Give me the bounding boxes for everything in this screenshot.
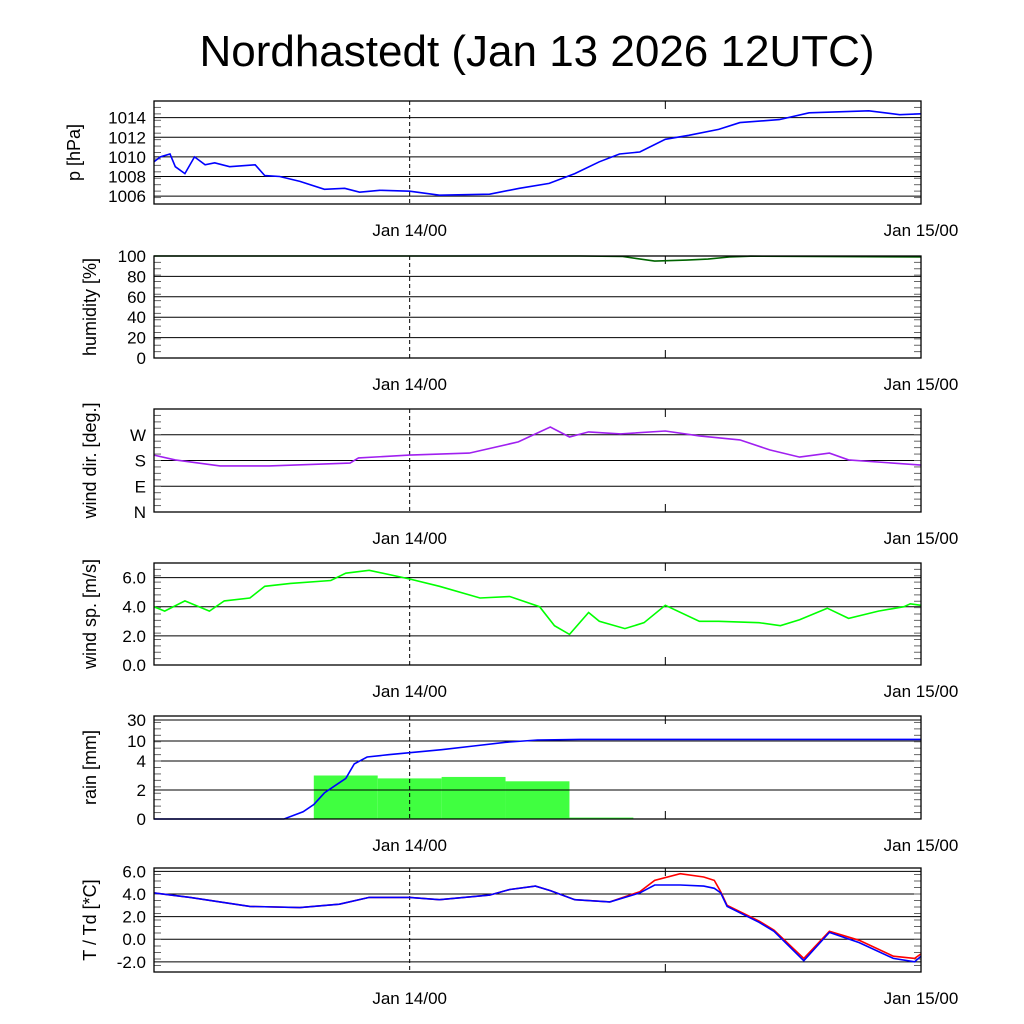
x-tick-label: Jan 15/00 xyxy=(884,682,959,701)
x-tick-label: Jan 14/00 xyxy=(372,989,447,1008)
y-axis-label: T / Td [*C] xyxy=(80,879,100,960)
y-tick-label: 1010 xyxy=(108,148,146,167)
x-tick-label: Jan 15/00 xyxy=(884,221,959,240)
series-accumulated-rain xyxy=(154,738,921,820)
y-tick-label: 80 xyxy=(127,267,146,286)
y-tick-label: 4.0 xyxy=(122,598,146,617)
y-tick-label: S xyxy=(135,452,146,471)
y-axis-label: rain [mm] xyxy=(80,730,100,805)
y-tick-label: 1006 xyxy=(108,187,146,206)
x-tick-label: Jan 14/00 xyxy=(372,836,447,855)
x-tick-label: Jan 15/00 xyxy=(884,529,959,548)
x-tick-label: Jan 15/00 xyxy=(884,989,959,1008)
plot-frame xyxy=(153,408,922,513)
y-tick-label: 1012 xyxy=(108,128,146,147)
panel-wind_speed: 0.0 2.0 4.0 6.0 Jan 14/00 Jan 15/00 wind sp. [… xyxy=(80,559,958,701)
y-tick-label: -2.0 xyxy=(117,953,146,972)
x-tick-label: Jan 14/00 xyxy=(372,682,447,701)
y-tick-label: 40 xyxy=(127,308,146,327)
y-tick-label: 60 xyxy=(127,288,146,307)
y-tick-label: 6.0 xyxy=(122,569,146,588)
series-p xyxy=(153,109,922,197)
rain-bar xyxy=(505,781,570,819)
series-td xyxy=(153,884,922,963)
y-tick-label: 6.0 xyxy=(122,862,146,881)
rain-bar xyxy=(569,817,634,819)
y-tick-label: 0 xyxy=(137,810,146,829)
y-tick-label: 0.0 xyxy=(122,656,146,675)
y-tick-label: 4.0 xyxy=(122,885,146,904)
panel-rain: 0 2 410 30 Jan 14/00 Jan 15/00 rain [mm] xyxy=(80,711,958,855)
y-tick-label: 2.0 xyxy=(122,908,146,927)
y-tick-label: N xyxy=(134,503,146,522)
y-axis-label: p [hPa] xyxy=(64,124,84,181)
x-tick-label: Jan 14/00 xyxy=(372,375,447,394)
x-tick-label: Jan 14/00 xyxy=(372,221,447,240)
y-tick-label: 20 xyxy=(127,329,146,348)
rain-bar xyxy=(377,778,442,819)
y-tick-label: 0.0 xyxy=(122,930,146,949)
y-tick-label: 1014 xyxy=(108,109,146,128)
chart-title: Nordhastedt (Jan 13 2026 12UTC) xyxy=(199,27,874,76)
series-wind-speed xyxy=(153,569,922,636)
x-tick-label: Jan 15/00 xyxy=(884,836,959,855)
panel-temperature: -2.0 0.0 2.0 4.0 6.0 Jan 14/00 Jan 15/00 T / Td… xyxy=(80,862,958,1008)
series-wind-direction xyxy=(153,426,922,467)
y-tick-label: W xyxy=(130,426,146,445)
y-tick-label: 4 xyxy=(137,752,146,771)
plot-frame xyxy=(153,562,922,666)
y-tick-label: 0 xyxy=(137,349,146,368)
rain-bar xyxy=(313,775,378,819)
x-tick-label: Jan 15/00 xyxy=(884,375,959,394)
y-tick-label: 2 xyxy=(137,781,146,800)
series-humidity xyxy=(154,255,922,262)
y-tick-label: 1008 xyxy=(108,168,146,187)
plot-frame xyxy=(153,100,922,205)
y-tick-label: 30 xyxy=(127,711,146,730)
plot-frame xyxy=(153,867,922,973)
y-axis-label: humidity [%] xyxy=(80,258,100,356)
y-axis-label: wind sp. [m/s] xyxy=(80,559,100,670)
y-tick-label: 10 xyxy=(127,732,146,751)
y-tick-label: 2.0 xyxy=(122,627,146,646)
plot-frame xyxy=(153,255,922,359)
y-tick-label: E xyxy=(135,477,146,496)
y-tick-label: 100 xyxy=(118,247,146,266)
y-axis-label: wind dir. [deg.] xyxy=(80,402,100,519)
rain-bar xyxy=(441,776,506,819)
plot-frame xyxy=(153,715,922,820)
x-tick-label: Jan 14/00 xyxy=(372,529,447,548)
